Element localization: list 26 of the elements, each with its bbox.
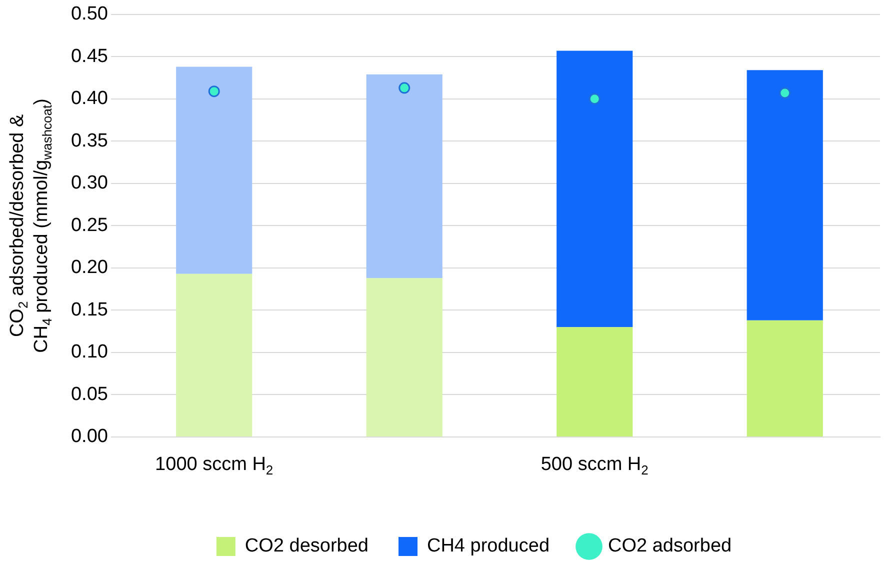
y-tick-label: 0.25 <box>70 214 108 236</box>
bar <box>176 274 252 436</box>
bar <box>366 74 442 278</box>
point <box>398 82 410 94</box>
legend-label: CO2 desorbed <box>244 536 368 557</box>
legend-label: CH4 produced <box>426 536 550 557</box>
bar <box>556 327 633 436</box>
y-tick-label: 0.20 <box>70 257 108 278</box>
point <box>208 86 220 98</box>
legend-label: CO2 adsorbed <box>608 536 732 557</box>
y-tick-label: 0.30 <box>70 172 108 194</box>
bar <box>556 50 633 328</box>
y-tick-label: 0.45 <box>70 46 108 67</box>
bar <box>366 278 442 436</box>
y-tick-label: 0.50 <box>70 4 108 25</box>
point <box>588 93 600 105</box>
point <box>779 87 791 99</box>
y-tick-label: 0.05 <box>70 384 108 405</box>
bar <box>746 70 823 320</box>
y-tick-label: 0.15 <box>70 299 108 320</box>
y-tick-label: 0.35 <box>70 130 108 152</box>
y-tick-label: 0.00 <box>70 426 108 448</box>
bar <box>746 320 823 436</box>
y-tick-label: 0.10 <box>70 342 108 363</box>
bar <box>176 66 252 274</box>
y-tick-label: 0.40 <box>70 88 108 110</box>
